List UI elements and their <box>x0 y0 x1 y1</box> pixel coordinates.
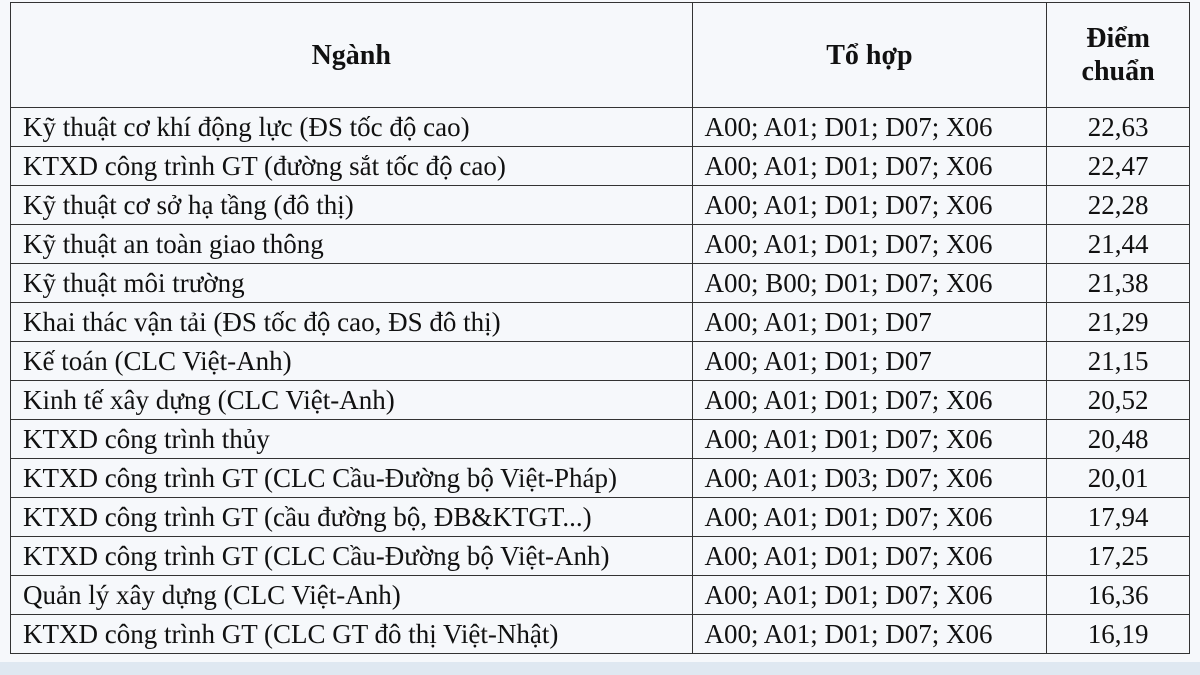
combination-cell: A00; A01; D03; D07; X06 <box>691 458 1048 498</box>
header-cell: Ngành <box>10 2 693 108</box>
score-cell: 17,94 <box>1046 497 1190 537</box>
major-cell: Kỹ thuật cơ sở hạ tầng (đô thị) <box>10 185 693 225</box>
combination-cell: A00; A01; D01; D07; X06 <box>691 614 1048 654</box>
score-cell: 20,01 <box>1046 458 1190 498</box>
table-row: KTXD công trình GT (cầu đường bộ, ĐB&KTG… <box>10 497 1190 537</box>
score-cell: 22,63 <box>1046 107 1190 147</box>
score-cell: 21,15 <box>1046 341 1190 381</box>
combination-cell: A00; A01; D01; D07; X06 <box>691 185 1048 225</box>
score-cell: 22,47 <box>1046 146 1190 186</box>
major-cell: Kỹ thuật môi trường <box>10 263 693 303</box>
combination-cell: A00; A01; D01; D07 <box>691 302 1048 342</box>
table-row: KTXD công trình thủy A00; A01; D01; D07; … <box>10 419 1190 459</box>
major-cell: Kế toán (CLC Việt-Anh) <box>10 341 693 381</box>
major-cell: Quản lý xây dựng (CLC Việt-Anh) <box>10 575 693 615</box>
score-cell: 21,38 <box>1046 263 1190 303</box>
table-row: Quản lý xây dựng (CLC Việt-Anh) A00; A01;… <box>10 575 1190 615</box>
major-cell: KTXD công trình GT (cầu đường bộ, ĐB&KTG… <box>10 497 693 537</box>
score-cell: 21,29 <box>1046 302 1190 342</box>
major-cell: Kỹ thuật cơ khí động lực (ĐS tốc độ cao) <box>10 107 693 147</box>
table-row: KTXD công trình GT (đường sắt tốc độ cao… <box>10 146 1190 186</box>
table-row: Khai thác vận tải (ĐS tốc độ cao, ĐS đô … <box>10 302 1190 342</box>
score-cell: 22,28 <box>1046 185 1190 225</box>
combination-cell: A00; A01; D01; D07; X06 <box>691 536 1048 576</box>
table-row: Kinh tế xây dựng (CLC Việt-Anh) A00; A01;… <box>10 380 1190 420</box>
header-cell: Điểm chuẩn <box>1046 2 1190 108</box>
score-cell: 16,36 <box>1046 575 1190 615</box>
score-cell: 16,19 <box>1046 614 1190 654</box>
score-cell: 21,44 <box>1046 224 1190 264</box>
table-row: KTXD công trình GT (CLC Cầu-Đường bộ Việ… <box>10 536 1190 576</box>
table-row: Kỹ thuật an toàn giao thông A00; A01; D01… <box>10 224 1190 264</box>
table-body: Kỹ thuật cơ khí động lực (ĐS tốc độ cao)… <box>10 107 1190 654</box>
major-cell: KTXD công trình GT (đường sắt tốc độ cao… <box>10 146 693 186</box>
major-cell: Kinh tế xây dựng (CLC Việt-Anh) <box>10 380 693 420</box>
score-cell: 17,25 <box>1046 536 1190 576</box>
table-row: KTXD công trình GT (CLC GT đô thị Việt-N… <box>10 614 1190 654</box>
combination-cell: A00; A01; D01; D07; X06 <box>691 107 1048 147</box>
table-row: Kế toán (CLC Việt-Anh) A00; A01; D01; D07… <box>10 341 1190 381</box>
header-cell: Tổ hợp <box>691 2 1048 108</box>
score-table: Ngành Tổ hợp Điểm chuẩn Kỹ thuật cơ khí … <box>10 2 1190 654</box>
table-row: Kỹ thuật môi trường A00; B00; D01; D07; X… <box>10 263 1190 303</box>
major-cell: KTXD công trình GT (CLC GT đô thị Việt-N… <box>10 614 693 654</box>
score-cell: 20,52 <box>1046 380 1190 420</box>
combination-cell: A00; B00; D01; D07; X06 <box>691 263 1048 303</box>
combination-cell: A00; A01; D01; D07; X06 <box>691 497 1048 537</box>
combination-cell: A00; A01; D01; D07; X06 <box>691 224 1048 264</box>
combination-cell: A00; A01; D01; D07; X06 <box>691 380 1048 420</box>
combination-cell: A00; A01; D01; D07; X06 <box>691 419 1048 459</box>
combination-cell: A00; A01; D01; D07; X06 <box>691 575 1048 615</box>
major-cell: Khai thác vận tải (ĐS tốc độ cao, ĐS đô … <box>10 302 693 342</box>
header-row: Ngành Tổ hợp Điểm chuẩn <box>10 2 1190 108</box>
major-cell: KTXD công trình GT (CLC Cầu-Đường bộ Việ… <box>10 536 693 576</box>
major-cell: KTXD công trình GT (CLC Cầu-Đường bộ Việ… <box>10 458 693 498</box>
combination-cell: A00; A01; D01; D07 <box>691 341 1048 381</box>
combination-cell: A00; A01; D01; D07; X06 <box>691 146 1048 186</box>
major-cell: Kỹ thuật an toàn giao thông <box>10 224 693 264</box>
table-row: Kỹ thuật cơ sở hạ tầng (đô thị) A00; A01;… <box>10 185 1190 225</box>
table-row: Kỹ thuật cơ khí động lực (ĐS tốc độ cao)… <box>10 107 1190 147</box>
table-row: KTXD công trình GT (CLC Cầu-Đường bộ Việ… <box>10 458 1190 498</box>
major-cell: KTXD công trình thủy <box>10 419 693 459</box>
score-cell: 20,48 <box>1046 419 1190 459</box>
